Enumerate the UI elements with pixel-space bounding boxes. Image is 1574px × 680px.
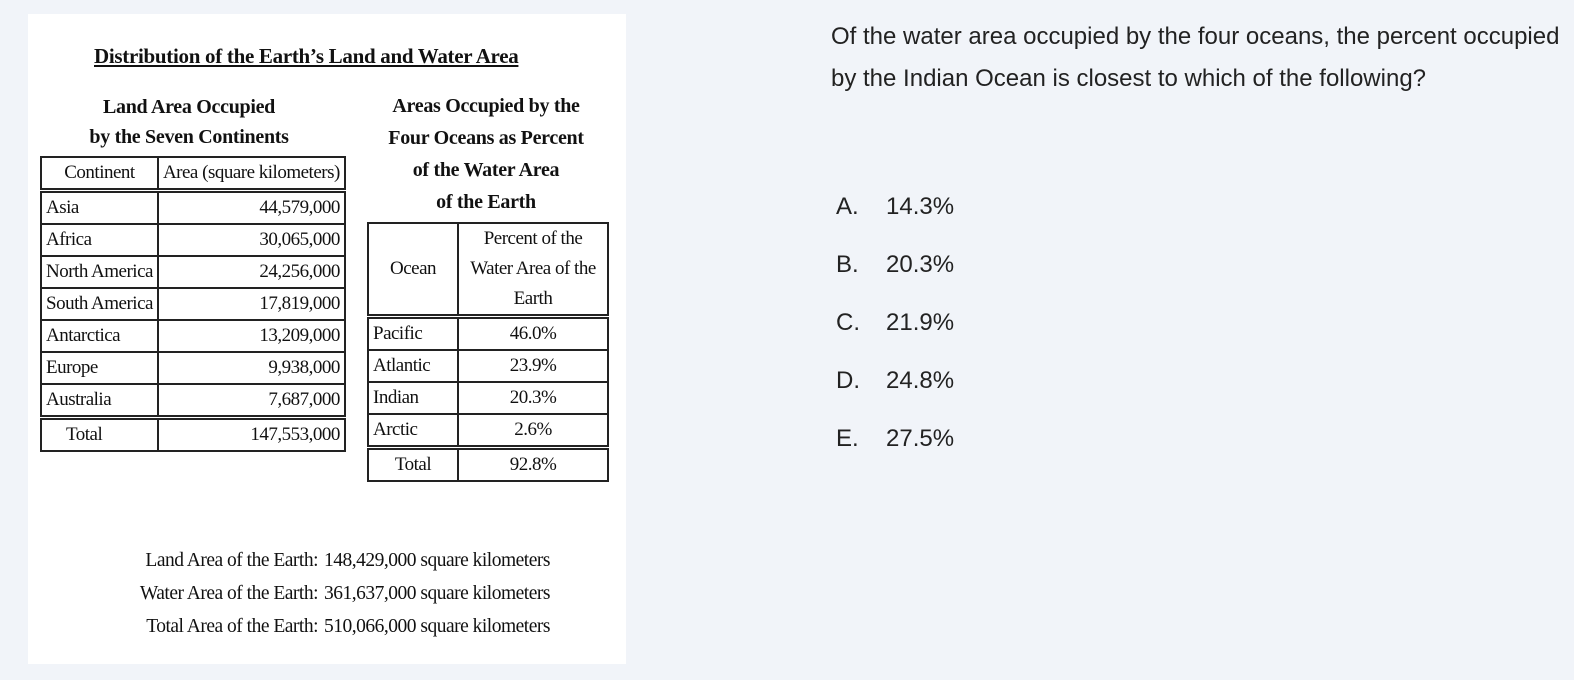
table-row: Arctic 2.6% (367, 413, 609, 449)
footnote-label: Water Area of the Earth: (139, 583, 319, 604)
table-row: Europe 9,938,000 (40, 351, 346, 385)
ocean-cell: Arctic (367, 413, 459, 449)
area-footnotes: Land Area of the Earth: 148,429,000 squa… (88, 544, 608, 643)
continent-cell: Africa (40, 223, 159, 257)
table-row: Australia 7,687,000 (40, 383, 346, 419)
area-cell: 17,819,000 (156, 287, 346, 321)
table-row: North America 24,256,000 (40, 255, 346, 289)
area-cell: 7,687,000 (156, 383, 346, 419)
choice-letter: C. (836, 309, 860, 336)
area-cell: 13,209,000 (156, 319, 346, 353)
choice-letter: B. (836, 251, 859, 278)
ocean-heading-line: of the Water Area (412, 159, 560, 181)
ocean-table-heading: Areas Occupied by the Four Oceans as Per… (358, 90, 614, 218)
continent-cell: Asia (40, 189, 159, 225)
column-header: Ocean (367, 222, 459, 318)
ocean-heading-line: Four Oceans as Percent (388, 127, 584, 149)
answer-choices: A. 14.3% B. 20.3% C. 21.9% D. 24.8% E. 2… (836, 178, 1236, 468)
total-label: Total (40, 415, 159, 452)
answer-choice-d[interactable]: D. 24.8% (836, 352, 1236, 410)
footnote-line: Total Area of the Earth: 510,066,000 squ… (88, 610, 608, 643)
table-row: Pacific 46.0% (367, 315, 609, 351)
figure-title: Distribution of the Earth’s Land and Wat… (94, 44, 519, 68)
table-row: Asia 44,579,000 (40, 189, 346, 225)
continent-cell: North America (40, 255, 159, 289)
percent-cell: 20.3% (457, 381, 609, 415)
continents-table: Continent Area (square kilometers) Asia … (40, 156, 346, 452)
total-row: Total 147,553,000 (40, 415, 346, 452)
table-row: Indian 20.3% (367, 381, 609, 415)
table-row: South America 17,819,000 (40, 287, 346, 321)
choice-text: 20.3% (886, 251, 955, 278)
land-table-heading: Land Area Occupied by the Seven Continen… (64, 92, 314, 152)
choice-text: 14.3% (886, 193, 955, 220)
choice-text: 21.9% (886, 309, 955, 336)
column-header: Continent (40, 156, 159, 192)
answer-choice-c[interactable]: C. 21.9% (836, 294, 1236, 352)
total-value: 147,553,000 (156, 415, 346, 452)
ocean-cell: Atlantic (367, 349, 459, 383)
answer-choice-e[interactable]: E. 27.5% (836, 410, 1236, 468)
footnote-label: Total Area of the Earth: (146, 616, 318, 637)
footnote-value: 148,429,000 square kilometers (324, 550, 550, 571)
total-label: Total (367, 445, 459, 482)
column-header: Percent of the Water Area of the Earth (457, 222, 609, 318)
area-cell: 30,065,000 (156, 223, 346, 257)
area-cell: 44,579,000 (156, 189, 346, 225)
footnote-line: Land Area of the Earth: 148,429,000 squa… (88, 544, 608, 577)
footnote-value: 361,637,000 square kilometers (324, 583, 550, 604)
ocean-cell: Pacific (367, 315, 459, 351)
footnote-value: 510,066,000 square kilometers (324, 616, 550, 637)
table-row: Atlantic 23.9% (367, 349, 609, 383)
percent-cell: 46.0% (457, 315, 609, 351)
ocean-cell: Indian (367, 381, 459, 415)
oceans-table: Ocean Percent of the Water Area of the E… (367, 222, 609, 482)
footnote-label: Land Area of the Earth: (145, 550, 318, 571)
choice-text: 27.5% (886, 425, 955, 452)
total-value: 92.8% (457, 445, 609, 482)
area-cell: 24,256,000 (156, 255, 346, 289)
table-row: Africa 30,065,000 (40, 223, 346, 257)
column-header: Area (square kilometers) (156, 156, 346, 192)
total-row: Total 92.8% (367, 445, 609, 482)
percent-cell: 2.6% (457, 413, 609, 449)
continent-cell: Australia (40, 383, 159, 419)
choice-letter: A. (836, 193, 859, 220)
answer-choice-a[interactable]: A. 14.3% (836, 178, 1236, 236)
question-text: Of the water area occupied by the four o… (831, 23, 1560, 92)
ocean-heading-line: of the Earth (436, 191, 536, 213)
continent-cell: Europe (40, 351, 159, 385)
choice-text: 24.8% (886, 367, 955, 394)
answer-choice-b[interactable]: B. 20.3% (836, 236, 1236, 294)
data-figure: Distribution of the Earth’s Land and Wat… (28, 14, 626, 664)
choice-letter: D. (836, 367, 860, 394)
continent-cell: South America (40, 287, 159, 321)
area-cell: 9,938,000 (156, 351, 346, 385)
continent-cell: Antarctica (40, 319, 159, 353)
ocean-heading-line: Areas Occupied by the (392, 95, 580, 117)
land-heading-line: Land Area Occupied (102, 96, 276, 118)
percent-cell: 23.9% (457, 349, 609, 383)
choice-letter: E. (836, 425, 859, 452)
table-row: Antarctica 13,209,000 (40, 319, 346, 353)
land-heading-line: by the Seven Continents (89, 126, 289, 148)
footnote-line: Water Area of the Earth: 361,637,000 squ… (88, 577, 608, 610)
